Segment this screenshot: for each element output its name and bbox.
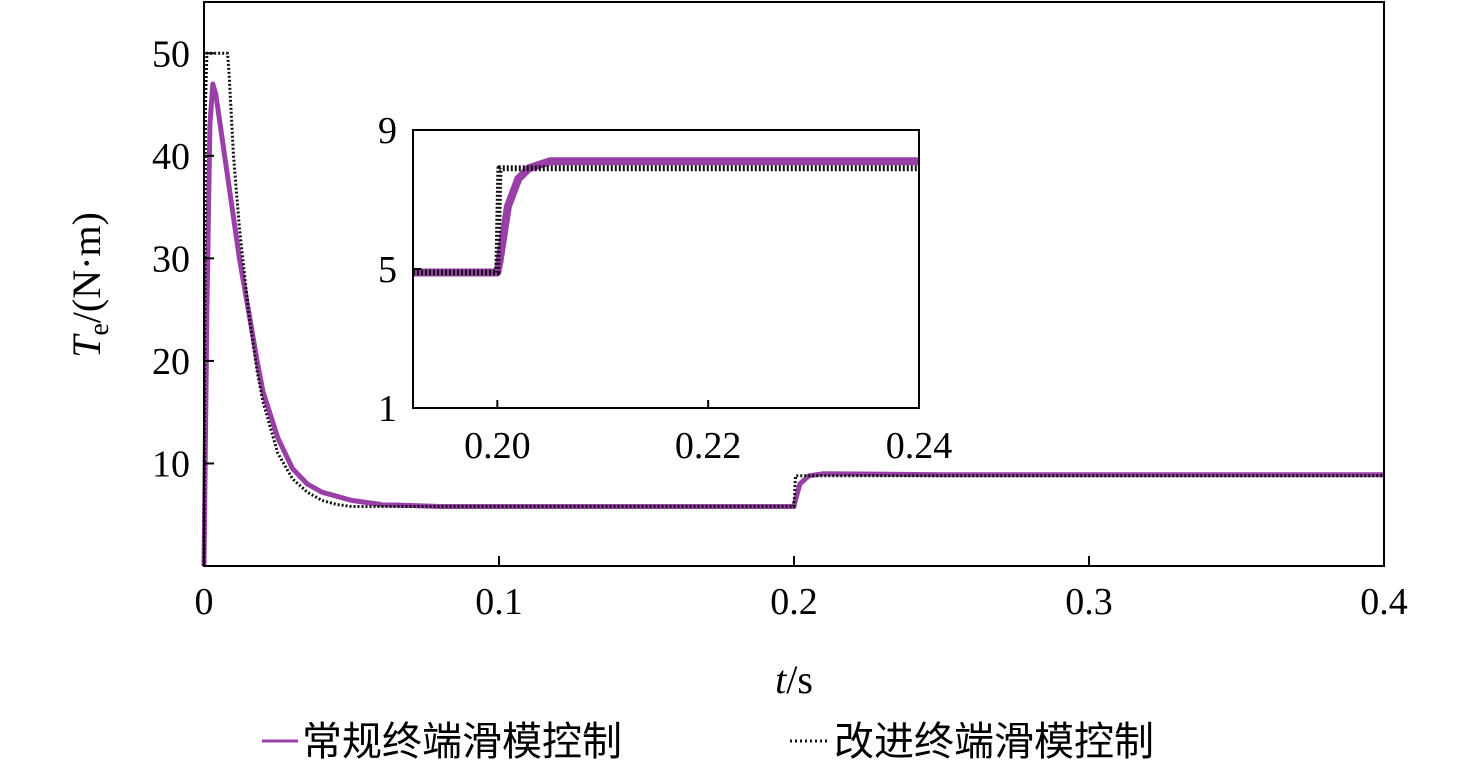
inset-x-tick-label: 0.20 xyxy=(464,425,531,467)
inset-y-tick-label: 9 xyxy=(378,110,397,152)
y-axis-unit: /(N·m) xyxy=(64,212,109,323)
main-x-tick-label: 0.4 xyxy=(1360,581,1408,623)
inset-plot: 0.20 0.22 0.24 1 5 9 xyxy=(378,110,952,467)
inset-series-line-improved xyxy=(413,165,919,276)
legend-label-conventional: 常规终端滑模控制 xyxy=(302,719,622,765)
inset-series-group xyxy=(413,157,919,277)
main-y-tick-label: 50 xyxy=(152,33,190,75)
x-axis-var: t xyxy=(775,657,787,702)
inset-x-tick-label: 0.24 xyxy=(886,425,953,467)
inset-ticks: 0.20 0.22 0.24 1 5 9 xyxy=(378,110,952,467)
main-series-group xyxy=(201,51,1384,567)
main-x-tick-label: 0.3 xyxy=(1065,581,1113,623)
x-axis-unit: /s xyxy=(786,657,813,702)
main-plot: 0 0.1 0.2 0.3 0.4 10 20 30 40 50 xyxy=(152,1,1408,623)
main-y-tick-label: 40 xyxy=(152,136,190,178)
y-axis-var: T xyxy=(64,333,109,358)
main-x-tick-label: 0.2 xyxy=(770,581,818,623)
main-y-tick-label: 30 xyxy=(152,238,190,280)
inset-y-tick-label: 5 xyxy=(378,249,397,291)
legend: 常规终端滑模控制 改进终端滑模控制 xyxy=(262,719,1154,765)
y-axis-subscript: e xyxy=(84,323,115,335)
main-y-tick-label: 20 xyxy=(152,341,190,383)
inset-y-tick-label: 1 xyxy=(378,388,397,430)
inset-series-line-conventional xyxy=(413,157,919,277)
main-ticks: 0 0.1 0.2 0.3 0.4 10 20 30 40 50 xyxy=(152,33,1408,623)
main-x-tick-label: 0.1 xyxy=(475,581,523,623)
x-axis-label: t/s xyxy=(775,657,813,702)
legend-label-improved: 改进终端滑模控制 xyxy=(834,719,1154,765)
y-axis-label: Te/(N·m) xyxy=(64,212,115,358)
main-x-tick-label: 0 xyxy=(195,581,214,623)
main-y-tick-label: 10 xyxy=(152,443,190,485)
main-series-line-improved xyxy=(202,51,1384,567)
inset-x-tick-label: 0.22 xyxy=(675,425,742,467)
